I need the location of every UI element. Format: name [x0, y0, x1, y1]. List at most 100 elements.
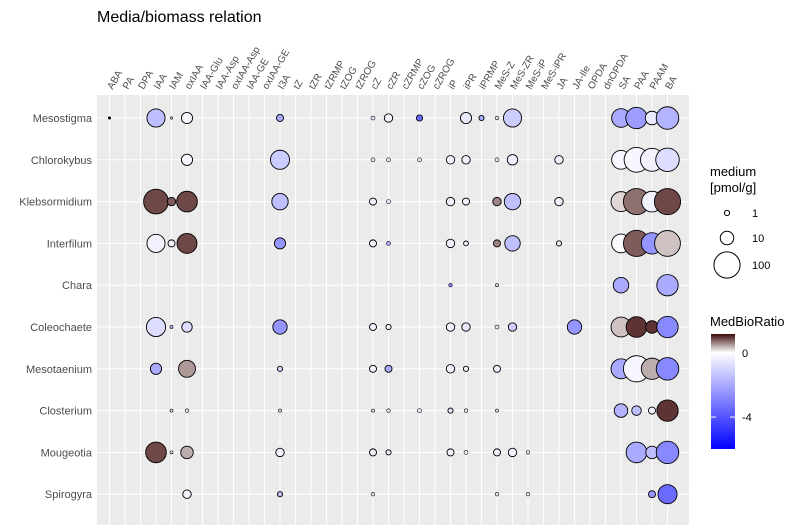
data-point	[369, 364, 377, 373]
data-point	[445, 238, 456, 249]
data-point	[182, 489, 192, 499]
data-point	[417, 157, 422, 163]
column-label: tZ	[292, 78, 306, 91]
data-point	[656, 399, 679, 422]
data-point	[478, 114, 485, 122]
data-point	[648, 490, 656, 499]
column-label: cZ	[369, 76, 384, 91]
data-point	[493, 364, 501, 373]
data-point	[180, 111, 194, 125]
data-point	[493, 239, 501, 248]
data-point	[276, 114, 284, 122]
data-point	[270, 149, 291, 170]
data-point	[176, 232, 198, 254]
data-point	[370, 492, 376, 497]
data-point	[143, 188, 169, 215]
column-label: DPA	[137, 69, 157, 92]
data-point	[184, 408, 190, 413]
data-point	[525, 492, 531, 497]
data-point	[386, 199, 391, 204]
data-point	[525, 450, 531, 455]
data-point	[494, 157, 500, 163]
size-legend: medium [pmol/g] 1 10 100	[710, 164, 770, 279]
data-point	[386, 241, 391, 246]
data-point	[462, 197, 470, 206]
data-point	[445, 364, 456, 374]
data-point	[506, 154, 519, 166]
data-point	[445, 322, 456, 332]
data-point	[369, 239, 377, 248]
row-label: Chlorokybus	[31, 155, 93, 167]
data-point	[494, 115, 500, 121]
data-point	[417, 408, 422, 413]
data-point	[493, 448, 501, 457]
column-label: PAA	[633, 69, 652, 91]
data-point	[612, 277, 630, 294]
color-bar	[711, 334, 735, 449]
data-point	[492, 196, 502, 207]
data-point	[383, 113, 394, 123]
data-point	[504, 235, 521, 252]
color-tick-label: -4	[742, 412, 752, 424]
size-legend-title-2: [pmol/g]	[710, 180, 756, 195]
data-point	[507, 322, 518, 332]
column-label: cZR	[385, 70, 404, 91]
color-tick-label: 0	[742, 348, 748, 360]
data-point	[461, 322, 471, 332]
color-legend-title: MedBioRatio	[710, 314, 784, 329]
row-label: Chara	[62, 280, 93, 292]
data-point	[648, 406, 656, 415]
data-point	[503, 192, 522, 211]
data-point	[495, 283, 499, 288]
data-point	[655, 147, 680, 173]
data-point	[369, 323, 377, 331]
data-point	[463, 240, 469, 247]
data-point	[625, 441, 648, 464]
data-point	[180, 153, 194, 166]
data-point	[276, 491, 284, 498]
data-point	[613, 403, 629, 418]
color-legend: MedBioRatio 0 -4	[710, 314, 784, 449]
column-label: PA	[121, 75, 137, 92]
data-point	[625, 316, 648, 338]
data-point	[448, 283, 453, 288]
row-label: Mesostigma	[33, 113, 93, 125]
size-legend-keys: 1 10 100	[713, 208, 770, 279]
column-label: tZR	[307, 72, 325, 91]
data-point	[176, 190, 198, 213]
data-point	[654, 230, 681, 257]
data-point	[657, 484, 678, 505]
data-point	[566, 319, 583, 335]
data-point	[655, 106, 680, 130]
size-legend-label: 1	[752, 208, 758, 220]
data-point	[166, 196, 177, 207]
data-point	[169, 408, 174, 413]
size-legend-key	[723, 209, 731, 217]
data-point	[502, 108, 523, 128]
data-point	[495, 408, 499, 413]
data-point	[415, 114, 424, 122]
data-point	[554, 196, 564, 207]
data-point	[386, 157, 391, 163]
data-point	[463, 408, 469, 413]
data-point	[653, 188, 682, 216]
row-label: Klebsormidium	[19, 197, 92, 209]
data-point	[656, 274, 679, 297]
data-point	[447, 407, 454, 414]
data-point	[273, 237, 287, 250]
data-point	[445, 196, 456, 207]
data-point	[145, 441, 167, 464]
data-point	[645, 320, 659, 334]
size-legend-key	[719, 230, 735, 246]
data-point	[167, 239, 176, 248]
row-label: Closterium	[39, 406, 92, 418]
data-point	[445, 155, 456, 165]
data-point	[369, 197, 377, 206]
row-labels: Mesostigma Chlorokybus Klebsormidium Interf…	[19, 113, 93, 501]
data-point	[170, 116, 174, 120]
data-point	[278, 408, 282, 413]
data-point	[494, 324, 500, 330]
data-point	[370, 157, 376, 163]
column-label: JA	[555, 76, 571, 92]
